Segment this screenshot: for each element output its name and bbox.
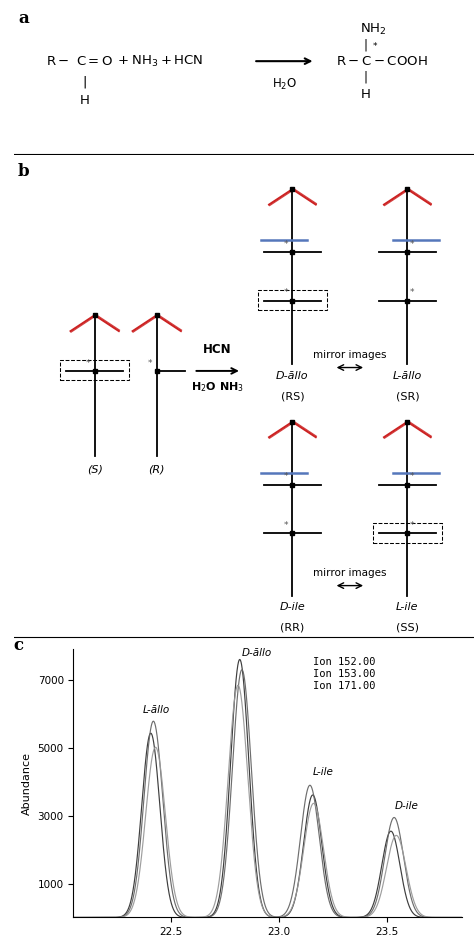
Bar [258, 290, 327, 311]
Text: D-ile: D-ile [395, 801, 419, 810]
Text: *: * [283, 472, 288, 482]
Text: *: * [410, 240, 414, 248]
Text: (RR): (RR) [280, 623, 304, 633]
Text: mirror images: mirror images [313, 350, 387, 359]
Text: *: * [283, 288, 288, 297]
Bar [373, 522, 442, 543]
Text: c: c [13, 637, 23, 654]
Text: *: * [410, 288, 414, 297]
Text: (R): (R) [148, 465, 165, 474]
Text: D-āllo: D-āllo [242, 647, 272, 658]
Text: L-ile: L-ile [313, 767, 334, 776]
Text: L-āllo: L-āllo [392, 371, 422, 381]
Text: (SR): (SR) [395, 391, 419, 402]
Text: $\rm C=O$: $\rm C=O$ [76, 55, 114, 68]
Text: *: * [86, 359, 90, 368]
Text: (S): (S) [87, 465, 102, 474]
Text: *: * [410, 472, 414, 482]
Text: $*$: $*$ [372, 40, 378, 49]
Text: $\rm + NH_3 + HCN$: $\rm + NH_3 + HCN$ [115, 54, 204, 69]
Text: D-ile: D-ile [280, 602, 305, 612]
Text: $|$: $|$ [363, 38, 367, 54]
Text: $\rm H$: $\rm H$ [79, 94, 90, 107]
Text: b: b [18, 163, 29, 180]
Text: $\rm NH_2$: $\rm NH_2$ [360, 22, 387, 37]
Text: (RS): (RS) [281, 391, 304, 402]
Text: *: * [148, 359, 152, 368]
Text: HCN: HCN [203, 343, 232, 357]
Y-axis label: Abundance: Abundance [22, 752, 32, 815]
Text: H$_2$O NH$_3$: H$_2$O NH$_3$ [191, 380, 244, 394]
Text: $|$: $|$ [82, 73, 86, 90]
Text: D-āllo: D-āllo [276, 371, 309, 381]
Text: L-ile: L-ile [396, 602, 419, 612]
Text: $\rm R-$: $\rm R-$ [46, 55, 70, 68]
Text: *: * [410, 521, 414, 530]
Text: a: a [18, 10, 28, 27]
Text: $\rm R-C-COOH$: $\rm R-C-COOH$ [336, 55, 428, 68]
Text: Ion 152.00
Ion 153.00
Ion 171.00: Ion 152.00 Ion 153.00 Ion 171.00 [312, 658, 375, 691]
Text: $|$: $|$ [363, 69, 367, 85]
Text: $\rm H$: $\rm H$ [360, 88, 370, 101]
Text: *: * [283, 521, 288, 530]
Text: mirror images: mirror images [313, 567, 387, 578]
Text: *: * [283, 240, 288, 248]
Text: (SS): (SS) [396, 623, 419, 633]
Text: L-āllo: L-āllo [143, 706, 170, 715]
Bar [60, 360, 129, 379]
Text: $\rm H_2O$: $\rm H_2O$ [272, 77, 297, 92]
